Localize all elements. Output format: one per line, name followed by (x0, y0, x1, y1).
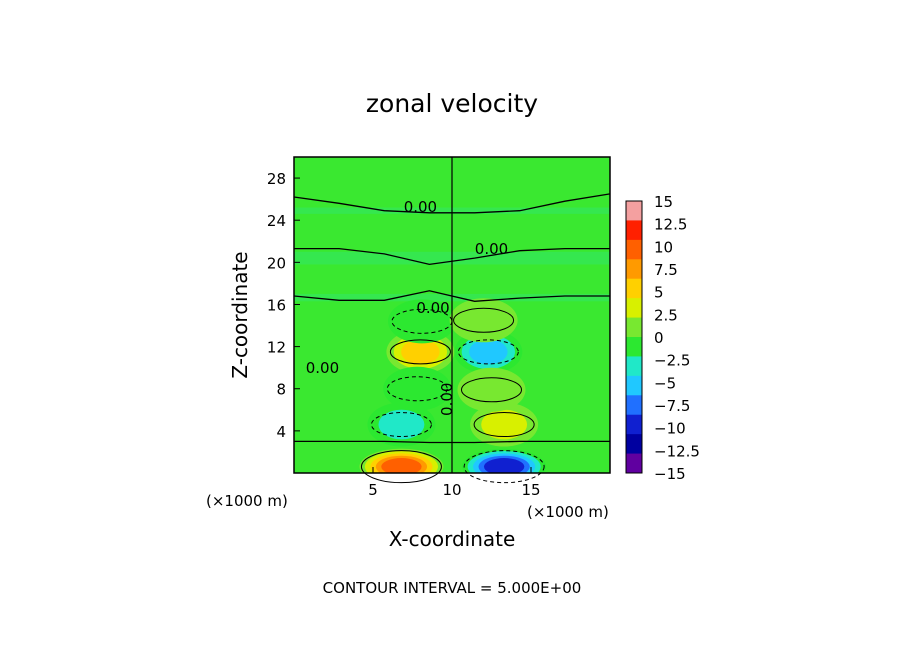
colorbar-swatch (626, 259, 642, 280)
y-axis-label: Z-coordinate (228, 251, 252, 378)
colorbar-label: −10 (654, 420, 686, 438)
negative-contour (463, 450, 545, 484)
contour-labels: 0.00 0.00 0.00 0.00 0.00 (306, 198, 508, 416)
colorbar-swatch (626, 453, 642, 474)
colorbar-swatch (626, 298, 642, 319)
colorbar-label: 12.5 (654, 216, 687, 234)
colorbar-label: −12.5 (654, 442, 700, 460)
y-tick-label: 28 (267, 170, 286, 188)
field-mark (381, 458, 422, 473)
negative-contour (386, 376, 448, 402)
colorbar-frame (625, 200, 643, 474)
colorbar-label: 5 (654, 284, 664, 302)
field-mark (457, 367, 526, 412)
positive-contour (360, 450, 442, 484)
colorbar-swatch (626, 278, 642, 299)
contour-label: 0.00 (416, 299, 449, 317)
y-tick-label: 4 (276, 423, 286, 441)
field-mark (449, 298, 518, 343)
colorbar-swatch (626, 220, 642, 241)
field-mark (483, 458, 525, 473)
field-mark (401, 339, 440, 365)
colorbar-label: 0 (654, 329, 664, 347)
colorbar-swatch (626, 239, 642, 260)
x-tick-label: 5 (368, 481, 378, 499)
plot-area (293, 156, 611, 484)
field-mark (481, 409, 528, 440)
y-tick-label: 8 (276, 381, 286, 399)
colorbar-label: −5 (654, 374, 676, 392)
negative-contour (457, 339, 519, 365)
y-axis-ticks: 4 8 12 16 20 24 28 (267, 170, 300, 441)
colorbar-label: −15 (654, 465, 686, 483)
positive-contour (461, 377, 522, 403)
field-mark (383, 366, 452, 411)
colorbar-swatch (626, 201, 642, 221)
colorbar-label: 7.5 (654, 261, 678, 279)
positive-contour (389, 339, 451, 365)
contour-label: 0.00 (438, 383, 456, 416)
colorbar: 15 12.5 10 7.5 5 2.5 0 −2.5 −5 −7.5 −10 −12.5 −15 (625, 193, 700, 483)
contour-label: 0.00 (475, 240, 508, 258)
contour-label: 0.00 (306, 359, 339, 377)
negative-contour (370, 412, 432, 438)
colorbar-swatch (626, 375, 642, 396)
colorbar-label: −7.5 (654, 397, 690, 415)
field-mark (387, 299, 456, 344)
colorbar-swatch (626, 317, 642, 338)
contour-interval-note: CONTOUR INTERVAL = 5.000E+00 (323, 579, 582, 597)
y-tick-label: 24 (267, 212, 286, 230)
y-tick-label: 20 (267, 254, 286, 272)
colorbar-label: 2.5 (654, 306, 678, 324)
x-unit-label-left: (×1000 m) (206, 492, 288, 510)
colorbar-swatch (626, 337, 642, 357)
y-tick-label: 16 (267, 296, 286, 314)
contour-label: 0.00 (404, 198, 437, 216)
y-tick-label: 12 (267, 339, 286, 357)
colorbar-swatch (626, 434, 642, 455)
x-tick-label: 15 (521, 481, 540, 499)
field-mark (378, 409, 425, 440)
positive-contour (473, 412, 535, 438)
colorbar-label: 15 (654, 193, 673, 211)
x-axis-label: X-coordinate (389, 527, 516, 551)
chart-title: zonal velocity (366, 89, 538, 118)
x-axis-ticks: 5 10 15 (368, 467, 541, 499)
positive-contour (453, 307, 515, 333)
field-mark (469, 339, 508, 365)
x-tick-label: 10 (442, 481, 461, 499)
colorbar-swatch (626, 356, 642, 377)
colorbar-label: −2.5 (654, 352, 690, 370)
colorbar-swatch (626, 414, 642, 435)
x-unit-label-right: (×1000 m) (527, 503, 609, 521)
colorbar-label: 10 (654, 238, 673, 256)
colorbar-swatch (626, 395, 642, 416)
